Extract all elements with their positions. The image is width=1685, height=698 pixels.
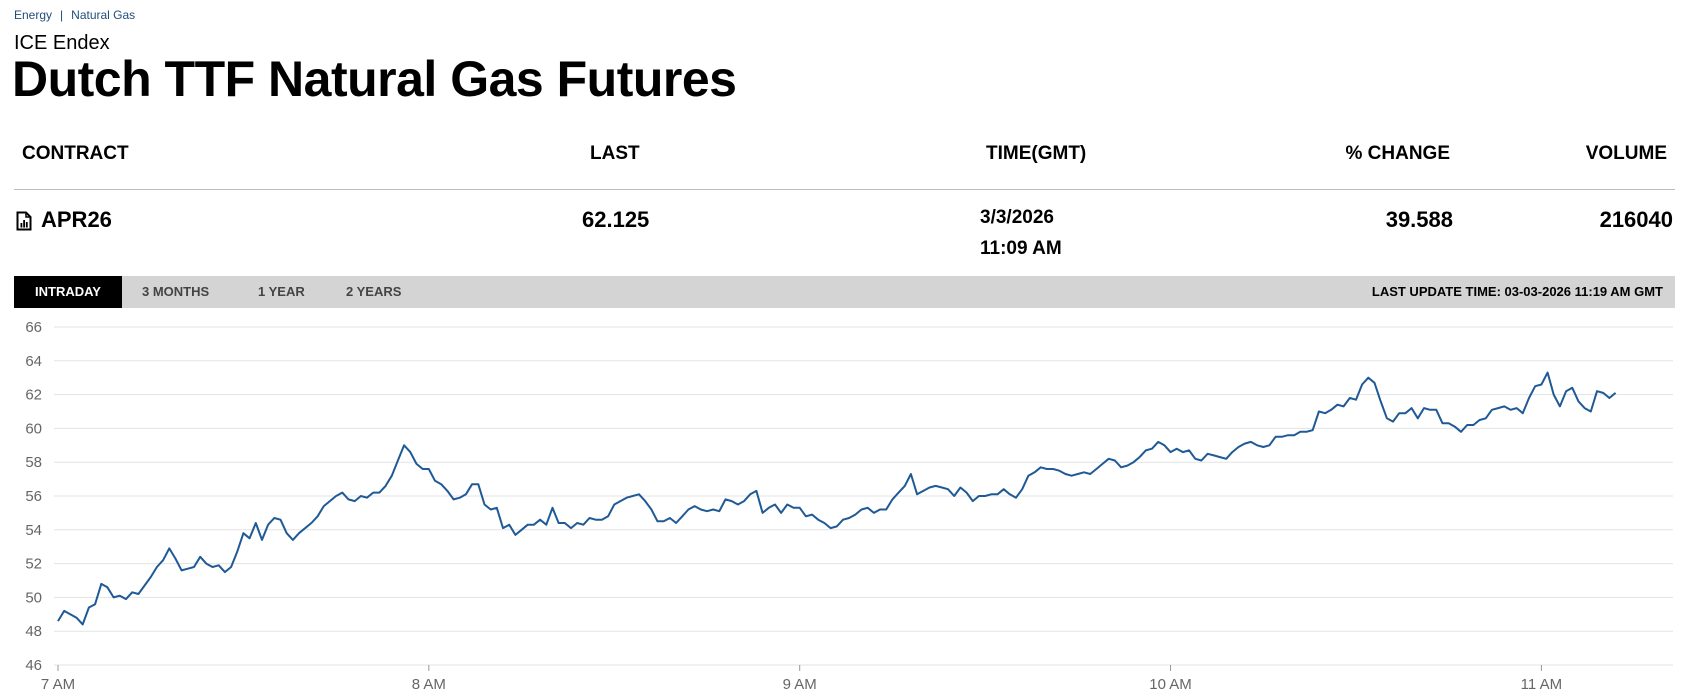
y-tick-label: 48 xyxy=(25,623,42,640)
trade-time: 11:09 AM xyxy=(980,238,1062,259)
last-price: 62.125 xyxy=(582,207,650,232)
header-time: TIME(GMT) xyxy=(986,143,1087,164)
header-change: % CHANGE xyxy=(1345,143,1450,164)
x-tick-label: 11 AM xyxy=(1521,676,1562,693)
intraday-price-chart[interactable]: 46 48 50 52 54 56 58 60 62 64 66 7 AM 8 AM 9 AM 10 AM 1… xyxy=(0,308,1685,698)
price-series-line xyxy=(57,371,1617,626)
contract-link[interactable]: APR26 xyxy=(41,207,112,232)
y-tick-label: 52 xyxy=(25,556,42,573)
document-chart-icon[interactable] xyxy=(16,211,32,236)
x-tick-label: 7 AM xyxy=(41,676,75,693)
tab-1-year[interactable]: 1 YEAR xyxy=(258,284,305,299)
breadcrumb-link-energy[interactable]: Energy xyxy=(14,8,53,22)
exchange-name: ICE Endex xyxy=(14,32,110,54)
x-tick-label: 10 AM xyxy=(1149,676,1192,693)
y-tick-label: 60 xyxy=(25,420,42,437)
percent-change: 39.588 xyxy=(1385,207,1453,232)
breadcrumb: Energy | Natural Gas xyxy=(14,8,135,22)
y-tick-label: 46 xyxy=(25,657,42,674)
y-tick-label: 56 xyxy=(25,488,42,505)
tab-intraday[interactable]: INTRADAY xyxy=(14,276,122,308)
x-tick-label: 8 AM xyxy=(412,676,446,693)
y-tick-label: 62 xyxy=(25,387,42,404)
header-last: LAST xyxy=(590,143,640,164)
x-tick-label: 9 AM xyxy=(783,676,817,693)
y-tick-label: 50 xyxy=(25,589,42,606)
volume-value: 216040 xyxy=(1599,207,1673,232)
range-tab-bar: INTRADAY 3 MONTHS 1 YEAR 2 YEARS LAST UP… xyxy=(14,276,1675,308)
last-update-time: LAST UPDATE TIME: 03-03-2026 11:19 AM GM… xyxy=(1371,284,1663,299)
tab-2-years[interactable]: 2 YEARS xyxy=(346,284,402,299)
table-divider xyxy=(14,189,1675,190)
page-title: Dutch TTF Natural Gas Futures xyxy=(12,51,737,107)
breadcrumb-separator: | xyxy=(60,8,64,22)
y-tick-label: 54 xyxy=(25,522,42,539)
y-tick-label: 64 xyxy=(25,353,42,370)
trade-date: 3/3/2026 xyxy=(980,207,1054,228)
header-contract: CONTRACT xyxy=(22,143,129,164)
y-tick-label: 66 xyxy=(25,319,42,336)
breadcrumb-link-natural-gas[interactable]: Natural Gas xyxy=(71,8,136,22)
y-tick-label: 58 xyxy=(25,454,42,471)
tab-3-months[interactable]: 3 MONTHS xyxy=(142,284,210,299)
header-volume: VOLUME xyxy=(1585,143,1667,164)
